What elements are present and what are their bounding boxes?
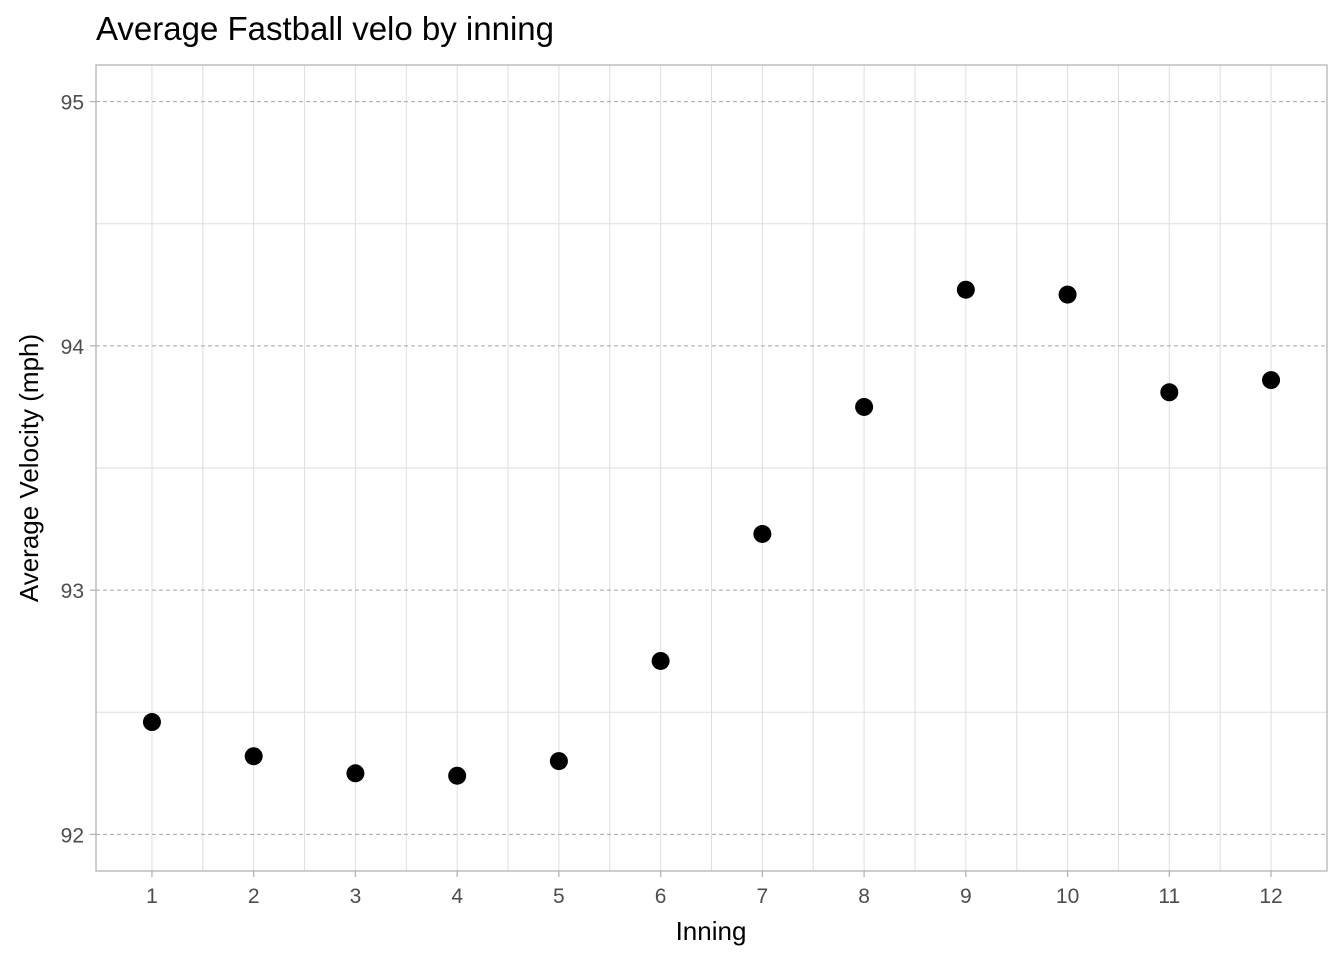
data-point — [448, 766, 467, 785]
x-axis-label: Inning — [676, 916, 747, 946]
y-tick-label: 92 — [61, 824, 84, 847]
data-point — [1058, 285, 1077, 304]
y-tick-label: 93 — [61, 580, 84, 603]
x-tick-label: 3 — [350, 885, 362, 908]
y-tick-label: 95 — [61, 92, 84, 115]
x-tick-label: 11 — [1158, 885, 1180, 908]
data-point — [244, 747, 263, 766]
data-point — [346, 764, 365, 783]
x-tick-label: 9 — [960, 885, 972, 908]
x-tick-label: 12 — [1259, 885, 1282, 908]
data-point — [1262, 371, 1281, 390]
x-tick-label: 7 — [757, 885, 769, 908]
data-point — [855, 397, 874, 416]
panel-border — [95, 64, 1328, 872]
data-point — [549, 752, 568, 771]
x-tick-label: 2 — [248, 885, 260, 908]
x-tick-label: 4 — [451, 885, 463, 908]
x-tick-label: 8 — [858, 885, 870, 908]
data-points — [142, 280, 1281, 785]
x-tick-label: 1 — [146, 885, 158, 908]
y-tick-label: 94 — [61, 336, 85, 359]
x-tick-label: 5 — [553, 885, 565, 908]
y-axis-label: Average Velocity (mph) — [14, 334, 44, 602]
grid — [96, 65, 1327, 871]
data-point — [651, 651, 670, 670]
x-tick-label: 6 — [655, 885, 667, 908]
data-point — [753, 524, 772, 543]
data-point — [1160, 383, 1179, 402]
data-point — [956, 280, 975, 299]
chart-title: Average Fastball velo by inning — [96, 10, 555, 47]
x-tick-label: 10 — [1056, 885, 1079, 908]
data-point — [142, 713, 161, 732]
